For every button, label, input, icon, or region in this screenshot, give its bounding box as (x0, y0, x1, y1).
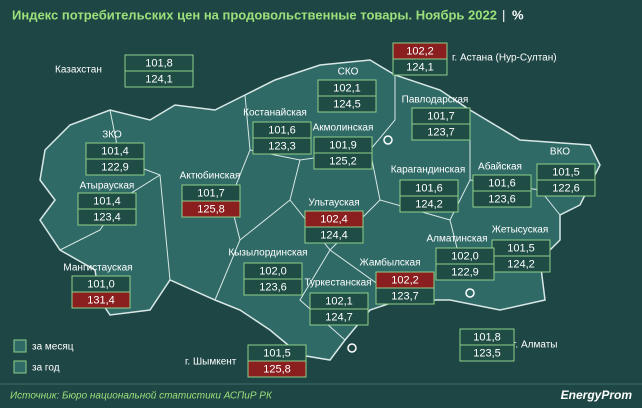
value-text: 101,7 (427, 110, 455, 122)
value-cell (313, 152, 373, 170)
value-cell (304, 226, 364, 244)
region-label: Жетысуская (492, 225, 549, 236)
value-text: 124,5 (333, 98, 361, 110)
city-marker (347, 343, 357, 353)
value-text: 124,7 (325, 311, 353, 323)
region-label: ВКО (550, 147, 570, 158)
value-cell (252, 137, 312, 155)
value-text: 101,5 (263, 347, 291, 359)
region-label: Костанайская (243, 108, 307, 119)
value-cell (317, 95, 377, 113)
value-text: 123,5 (473, 347, 501, 359)
value-text: 125,8 (263, 363, 291, 375)
region-label: г. Астана (Нур-Султан) (452, 53, 557, 64)
value-cell (85, 158, 145, 176)
value-text: 124,4 (320, 229, 348, 241)
value-cell (392, 58, 448, 76)
value-text: 102,2 (391, 274, 419, 286)
region-label: Ультауская (308, 198, 359, 209)
region-label: Туркестанская (304, 278, 371, 289)
legend-label: за месяц (32, 342, 74, 353)
region-label: Карагандинская (391, 165, 466, 176)
value-cell (124, 70, 194, 88)
region-label: СКО (338, 67, 359, 78)
value-text: 123,4 (93, 211, 121, 223)
value-text: 102,4 (320, 213, 348, 225)
value-text: 123,7 (391, 290, 419, 302)
value-text: 124,2 (415, 198, 443, 210)
legend-swatch (13, 339, 27, 353)
value-cell (411, 123, 471, 141)
value-text: 102,0 (259, 265, 287, 277)
region-label: Актюбинская (180, 170, 241, 182)
value-text: 101,6 (415, 182, 443, 194)
value-text: 101,7 (197, 187, 225, 199)
value-text: 122,6 (552, 182, 580, 194)
value-text: 102,1 (333, 82, 361, 94)
value-text: 124,1 (406, 61, 434, 73)
title-separator: | (502, 7, 505, 22)
region-label: Алматинская (427, 234, 488, 245)
value-text: 124,1 (145, 73, 173, 85)
value-cell (375, 287, 435, 305)
value-cell (181, 200, 241, 218)
value-text: 101,5 (507, 242, 535, 254)
value-text: 101,8 (145, 57, 173, 69)
value-cell (472, 190, 532, 208)
region-label: Павлодарская (402, 95, 469, 106)
value-text: 123,3 (268, 140, 296, 152)
value-text: 101,8 (473, 331, 501, 343)
value-text: 102,1 (325, 295, 353, 307)
value-text: 122,9 (101, 161, 129, 173)
title-unit: % (512, 7, 524, 22)
region-label: ЗКО (102, 130, 122, 141)
value-cell (243, 278, 303, 296)
value-text: 101,0 (87, 278, 115, 290)
region-label: Жамбылская (360, 257, 421, 269)
value-text: 131,4 (87, 294, 115, 306)
value-cell (459, 344, 515, 362)
value-text: 102,0 (451, 250, 479, 262)
region-label: Кызылординская (228, 248, 307, 259)
city-marker (383, 135, 393, 145)
region-label: Абайская (478, 161, 522, 173)
value-text: 101,4 (93, 195, 121, 207)
region-label: Мангистауская (63, 263, 132, 274)
legend-label: за год (32, 363, 60, 374)
value-text: 122,9 (451, 266, 479, 278)
region-label: г. Алматы (513, 340, 557, 351)
value-text: 101,4 (101, 145, 129, 157)
value-cell (536, 179, 596, 197)
value-text: 101,6 (488, 177, 516, 189)
value-text: 123,6 (488, 193, 516, 205)
value-text: 125,8 (197, 203, 225, 215)
value-text: 123,7 (427, 126, 455, 138)
city-marker (465, 288, 475, 298)
source: Источник: Бюро национальной статистики А… (10, 391, 273, 402)
region-label: Атырауская (80, 181, 135, 192)
logo: EnergyProm (561, 388, 633, 402)
value-text: 102,2 (406, 45, 434, 57)
value-cell (247, 360, 307, 378)
region-label: Казахстан (55, 65, 102, 76)
title: Индекс потребительских цен на продовольс… (12, 7, 497, 22)
value-text: 101,6 (268, 124, 296, 136)
value-text: 101,5 (552, 166, 580, 178)
value-text: 101,9 (329, 139, 357, 151)
value-text: 124,2 (507, 258, 535, 270)
value-text: 125,2 (329, 155, 357, 167)
value-cell (399, 195, 459, 213)
value-cell (77, 208, 137, 226)
region-label: г. Шымкент (185, 357, 237, 368)
value-cell (71, 291, 131, 309)
value-cell (309, 308, 369, 326)
legend-swatch (13, 360, 27, 374)
value-cell (435, 263, 495, 281)
value-text: 123,6 (259, 281, 287, 293)
region-label: Акмолинская (313, 123, 374, 134)
